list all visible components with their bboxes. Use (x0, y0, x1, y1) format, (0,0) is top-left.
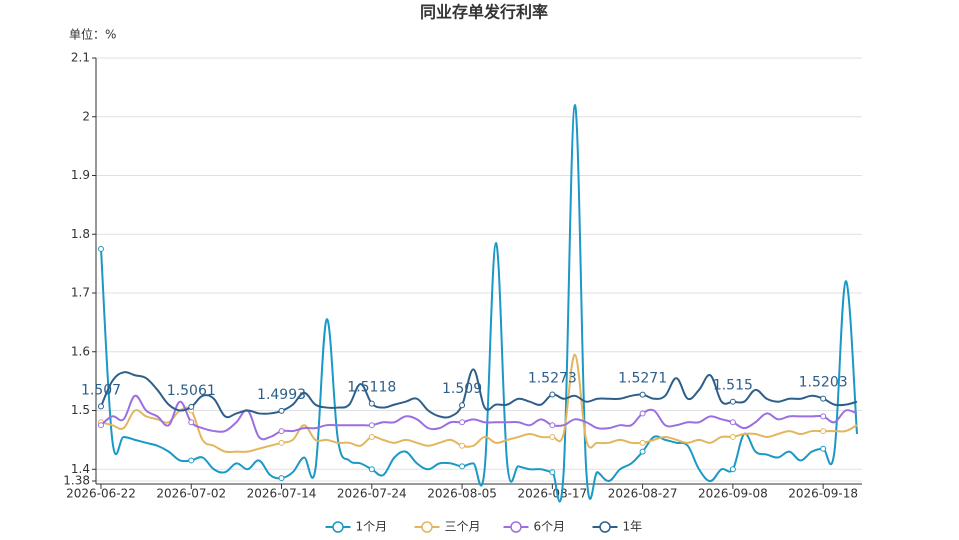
point (459, 419, 466, 426)
legend-item: 1个月 (325, 520, 388, 534)
legend-item: 三个月 (414, 520, 481, 534)
point (278, 475, 285, 482)
data-label: 1.509 (442, 381, 482, 397)
point (639, 439, 646, 446)
point (98, 422, 104, 429)
point (278, 439, 285, 446)
legend-label: 6个月 (534, 520, 566, 534)
legend-label: 三个月 (445, 520, 481, 534)
point (549, 391, 556, 398)
x-tick-label: 2026-08-27 (608, 487, 678, 501)
data-label: 1.515 (713, 378, 753, 394)
y-tick-label: 2.1 (71, 51, 90, 65)
point (368, 422, 375, 429)
x-tick-label: 2026-07-14 (247, 487, 317, 501)
series-line (100, 353, 858, 454)
point (639, 391, 646, 398)
y-tick-label: 1.7 (71, 286, 90, 300)
point (729, 398, 736, 405)
legend-marker (421, 521, 433, 533)
point (549, 422, 556, 429)
point (639, 448, 646, 455)
legend-item: 6个月 (503, 520, 566, 534)
legend-label: 1个月 (356, 520, 388, 534)
point (549, 469, 556, 476)
y-tick-label: 1.38 (63, 474, 90, 488)
x-tick-label: 2026-08-17 (517, 487, 587, 501)
data-label: 1.507 (81, 382, 121, 398)
point (820, 428, 827, 435)
point (459, 442, 466, 449)
y-tick-label: 1.6 (71, 344, 90, 358)
point (459, 402, 466, 409)
chart-title: 同业存单发行利率 (420, 3, 548, 22)
point (639, 410, 646, 417)
point (729, 466, 736, 473)
series-line (100, 103, 858, 503)
data-label: 1.4993 (257, 387, 306, 403)
point (368, 466, 375, 473)
legend-marker (599, 521, 611, 533)
legend-marker (332, 521, 344, 533)
y-axis-label: 单位：% (69, 27, 116, 42)
point (549, 433, 556, 440)
point (188, 403, 195, 410)
data-label: 1.5118 (347, 380, 396, 396)
point (278, 428, 285, 435)
y-tick-label: 2 (82, 109, 90, 123)
point (278, 407, 285, 414)
y-tick-label: 1.9 (71, 168, 90, 182)
x-tick-label: 2026-09-18 (788, 487, 858, 501)
point (820, 395, 827, 402)
point (729, 433, 736, 440)
point (98, 245, 104, 252)
point (98, 403, 104, 410)
y-tick-label: 1.5 (71, 403, 90, 417)
data-label: 1.5273 (528, 370, 577, 386)
point (820, 413, 827, 420)
legend-marker (510, 521, 522, 533)
data-label: 1.5271 (618, 371, 667, 387)
point (188, 457, 195, 464)
y-tick-label: 1.4 (71, 462, 90, 476)
legend-label: 1年 (623, 520, 643, 534)
x-tick-label: 2026-06-22 (66, 487, 136, 501)
x-tick-label: 2026-07-02 (156, 487, 226, 501)
data-label: 1.5061 (167, 383, 216, 399)
point (820, 445, 827, 452)
x-tick-label: 2026-07-24 (337, 487, 407, 501)
point (188, 419, 195, 426)
legend-item: 1年 (592, 520, 643, 534)
point (368, 433, 375, 440)
data-label: 1.5203 (799, 375, 848, 391)
x-tick-label: 2026-09-08 (698, 487, 768, 501)
point (729, 419, 736, 426)
point (459, 463, 466, 470)
y-tick-label: 1.8 (71, 227, 90, 241)
x-tick-label: 2026-08-05 (427, 487, 497, 501)
point (368, 400, 375, 407)
